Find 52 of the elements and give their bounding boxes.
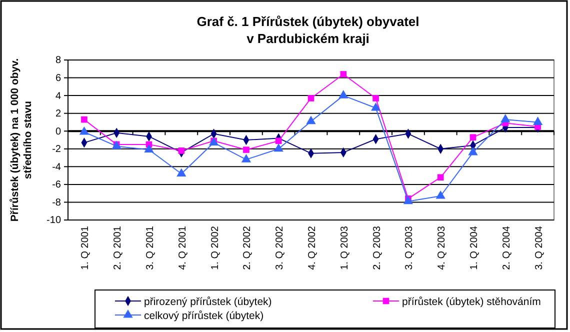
point (178, 148, 185, 154)
y-tick-label: -4 (52, 162, 62, 173)
point (243, 146, 250, 153)
legend-label: celkový přírůstek (úbytek) (144, 310, 264, 322)
chart-title: Graf č. 1 Přírůstek (úbytek) obyvatel v Pardubickém kraji (196, 14, 420, 46)
y-tick-label: 0 (55, 126, 62, 138)
point (81, 116, 88, 123)
legend-label: přírůstek (úbytek) stěhováním (402, 296, 542, 308)
x-tick-label: 3. Q 2004 (534, 226, 545, 270)
point (340, 71, 347, 78)
y-tick-label: -2 (52, 144, 62, 156)
point (532, 116, 543, 125)
point (274, 143, 284, 152)
point (436, 190, 446, 199)
x-tick-label: 3. Q 2003 (404, 226, 416, 270)
x-tick-label: 1. Q 2002 (210, 226, 221, 270)
x-tick-label: 4. Q 2003 (436, 226, 448, 270)
point (176, 168, 186, 177)
x-tick-label: 3. Q 2002 (274, 226, 286, 270)
y-tick-label: 6 (55, 72, 62, 84)
x-tick-label: 2. Q 2003 (372, 226, 383, 270)
x-tick-label: 4. Q 2001 (177, 226, 188, 270)
point (500, 114, 510, 122)
x-tick-label: 1. Q 2001 (80, 226, 92, 270)
point (468, 146, 478, 156)
y-tick-label: 8 (55, 55, 62, 66)
point (403, 196, 414, 204)
x-tick-label: 2. Q 2004 (501, 226, 512, 270)
point (306, 116, 316, 124)
point (275, 138, 282, 144)
y-tick-label: 4 (55, 90, 62, 102)
x-tick-label: 1. Q 2003 (339, 226, 350, 270)
point (241, 154, 252, 162)
point (370, 102, 381, 111)
y-tick-label: 2 (55, 108, 62, 120)
x-tick-label: 1. Q 2004 (469, 226, 480, 270)
point (144, 144, 154, 153)
point (338, 90, 348, 98)
y-axis-title: Přírůstek (úbytek) na 1 000 obyv. středního stavu (9, 58, 34, 222)
x-tick-label: 2. Q 2002 (242, 226, 254, 270)
x-tick-label: 2. Q 2001 (112, 226, 124, 270)
point (470, 134, 476, 140)
point (437, 174, 444, 180)
y-tick-label: -10 (46, 215, 62, 226)
y-tick-label: -6 (52, 180, 62, 191)
x-tick-label: 4. Q 2002 (307, 226, 318, 270)
point (79, 126, 90, 135)
point (372, 95, 379, 102)
point (308, 95, 314, 102)
y-tick-label: -8 (52, 197, 62, 208)
legend-label: přirozený přírůstek (úbytek) (144, 296, 272, 308)
x-tick-label: 3. Q 2001 (145, 226, 156, 270)
